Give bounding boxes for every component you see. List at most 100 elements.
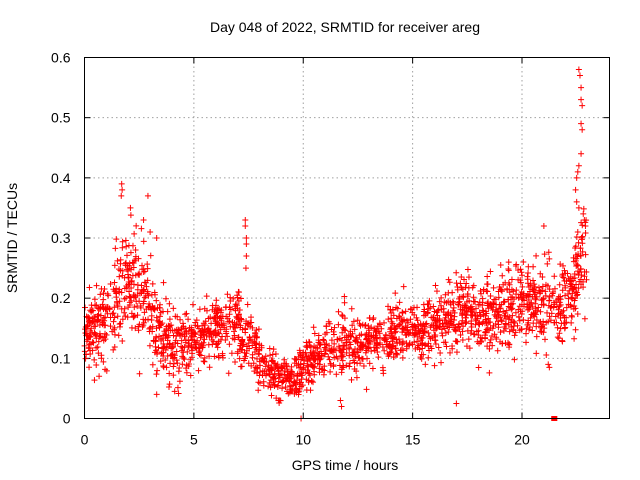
data-point bbox=[320, 337, 327, 344]
data-point bbox=[203, 293, 210, 300]
data-point bbox=[86, 341, 93, 348]
data-point bbox=[135, 271, 142, 278]
data-point bbox=[118, 289, 125, 296]
data-point bbox=[369, 365, 376, 372]
data-point bbox=[267, 352, 274, 359]
data-point bbox=[386, 351, 393, 358]
data-point bbox=[478, 290, 485, 297]
data-point bbox=[533, 333, 540, 340]
data-point bbox=[281, 368, 288, 375]
data-point bbox=[540, 318, 547, 325]
data-point bbox=[453, 269, 460, 276]
data-point bbox=[144, 265, 151, 272]
data-point bbox=[353, 374, 360, 381]
data-point bbox=[288, 373, 295, 380]
data-point bbox=[433, 317, 440, 324]
data-point bbox=[390, 312, 397, 319]
data-point bbox=[391, 326, 398, 333]
data-point bbox=[421, 342, 428, 349]
data-point bbox=[192, 322, 199, 329]
data-point bbox=[98, 352, 105, 359]
data-point bbox=[91, 296, 98, 303]
data-point bbox=[517, 277, 524, 284]
data-point bbox=[136, 370, 143, 377]
data-point bbox=[115, 266, 122, 273]
data-point bbox=[334, 336, 341, 343]
data-point bbox=[181, 333, 188, 340]
data-point bbox=[224, 315, 231, 322]
data-point bbox=[85, 314, 92, 321]
data-point bbox=[143, 283, 150, 290]
data-point bbox=[457, 306, 464, 313]
data-point bbox=[168, 345, 175, 352]
data-point bbox=[573, 289, 580, 296]
x-tick-label: 10 bbox=[295, 432, 311, 448]
data-point bbox=[153, 371, 160, 378]
data-point bbox=[454, 284, 461, 291]
data-point bbox=[183, 365, 190, 372]
data-point bbox=[432, 282, 439, 289]
data-point bbox=[191, 339, 198, 346]
data-point bbox=[146, 300, 153, 307]
data-point bbox=[493, 306, 500, 313]
data-point bbox=[566, 287, 573, 294]
data-point bbox=[572, 257, 579, 264]
data-point bbox=[153, 314, 160, 321]
data-point bbox=[370, 316, 377, 323]
data-point bbox=[92, 331, 99, 338]
data-point bbox=[224, 333, 231, 340]
data-point bbox=[528, 299, 535, 306]
data-point bbox=[182, 311, 189, 318]
data-point bbox=[425, 340, 432, 347]
data-point bbox=[381, 337, 388, 344]
data-point bbox=[173, 333, 180, 340]
data-point bbox=[497, 329, 504, 336]
data-point bbox=[135, 255, 142, 262]
data-point bbox=[111, 262, 118, 269]
data-point bbox=[476, 319, 483, 326]
data-point bbox=[434, 324, 441, 331]
data-point bbox=[366, 335, 373, 342]
data-point bbox=[172, 337, 179, 344]
data-point bbox=[297, 361, 304, 368]
data-point bbox=[550, 288, 557, 295]
data-point bbox=[519, 283, 526, 290]
data-point bbox=[432, 341, 439, 348]
data-point bbox=[262, 353, 269, 360]
data-point bbox=[506, 281, 513, 288]
data-point bbox=[97, 304, 104, 311]
data-point bbox=[349, 349, 356, 356]
data-point bbox=[272, 360, 279, 367]
data-point bbox=[214, 306, 221, 313]
data-point bbox=[532, 296, 539, 303]
data-point bbox=[236, 318, 243, 325]
data-point bbox=[573, 233, 580, 240]
data-point bbox=[520, 297, 527, 304]
data-point bbox=[562, 324, 569, 331]
data-point bbox=[577, 245, 584, 252]
data-point bbox=[153, 297, 160, 304]
data-point bbox=[480, 286, 487, 293]
data-point bbox=[149, 328, 156, 335]
data-point bbox=[166, 316, 173, 323]
data-point bbox=[416, 328, 423, 335]
data-point bbox=[285, 390, 292, 397]
data-point bbox=[165, 322, 172, 329]
data-point bbox=[360, 362, 367, 369]
data-point bbox=[438, 359, 445, 366]
data-point bbox=[479, 307, 486, 314]
data-point bbox=[200, 320, 207, 327]
data-point bbox=[489, 332, 496, 339]
data-point bbox=[546, 286, 553, 293]
data-point bbox=[542, 281, 549, 288]
data-point bbox=[444, 310, 451, 317]
data-point bbox=[510, 318, 517, 325]
data-point bbox=[394, 351, 401, 358]
data-point bbox=[385, 316, 392, 323]
data-point bbox=[329, 349, 336, 356]
data-point bbox=[546, 297, 553, 304]
data-point bbox=[428, 345, 435, 352]
data-point bbox=[299, 382, 306, 389]
data-point bbox=[452, 328, 459, 335]
data-point bbox=[451, 316, 458, 323]
